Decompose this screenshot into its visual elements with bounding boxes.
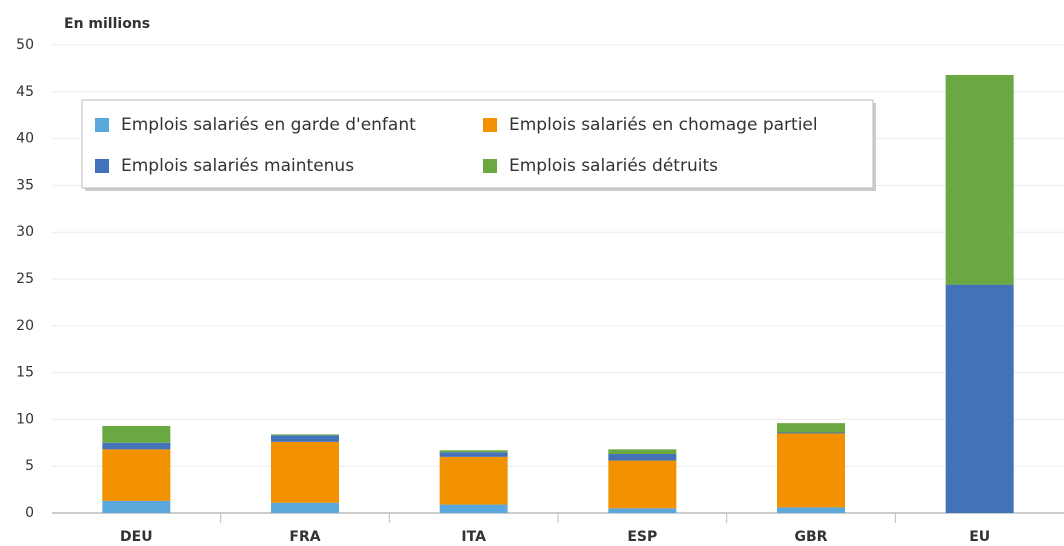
legend-label: Emplois salariés maintenus	[121, 156, 354, 176]
x-tick-label: ITA	[461, 529, 486, 545]
y-tick-label: 40	[16, 131, 34, 147]
y-tick-label: 20	[16, 318, 34, 334]
legend-swatch	[483, 159, 497, 173]
bar-segment	[608, 508, 677, 513]
y-axis-label: En millions	[64, 16, 150, 32]
x-tick-label: FRA	[289, 529, 320, 545]
legend-swatch	[95, 118, 109, 132]
bar-segment	[439, 456, 508, 505]
x-tick-label: EU	[969, 529, 990, 545]
legend-swatch	[483, 118, 497, 132]
bar-segment	[945, 284, 1014, 513]
legend-swatch	[95, 159, 109, 173]
bar-segment	[608, 460, 677, 509]
y-tick-label: 45	[16, 84, 34, 100]
bar-segment	[777, 507, 845, 513]
bar-segment	[439, 452, 508, 457]
bar-segment	[777, 433, 845, 508]
y-tick-label: 10	[16, 411, 34, 427]
x-tick-label: GBR	[795, 529, 828, 545]
x-tick-label: DEU	[120, 529, 153, 545]
bar-segment	[439, 450, 508, 453]
bar-segment	[777, 432, 845, 434]
bar-segment	[945, 74, 1014, 285]
y-tick-label: 25	[16, 271, 34, 287]
bar-segment	[271, 435, 339, 442]
bar-segment	[271, 441, 339, 503]
y-tick-label: 30	[16, 224, 34, 240]
bar-segment	[271, 502, 339, 513]
y-tick-label: 35	[16, 177, 34, 193]
bar-segment	[102, 442, 171, 450]
legend	[81, 99, 874, 189]
y-tick-label: 15	[16, 365, 34, 381]
bar-segment	[608, 454, 677, 461]
bar-segment	[608, 449, 677, 455]
legend-label: Emplois salariés détruits	[509, 156, 718, 176]
y-tick-label: 5	[25, 458, 34, 474]
bar-segment	[102, 449, 171, 501]
bar-segment	[439, 504, 508, 513]
bar-segment	[102, 500, 171, 513]
y-tick-label: 50	[16, 37, 34, 53]
bar-segment	[777, 423, 845, 433]
bar-segment	[271, 434, 339, 436]
y-tick-label: 0	[25, 505, 34, 521]
legend-label: Emplois salariés en garde d'enfant	[121, 115, 416, 135]
bar-segment	[102, 425, 171, 443]
x-tick-label: ESP	[627, 529, 657, 545]
legend-label: Emplois salariés en chomage partiel	[509, 115, 818, 135]
